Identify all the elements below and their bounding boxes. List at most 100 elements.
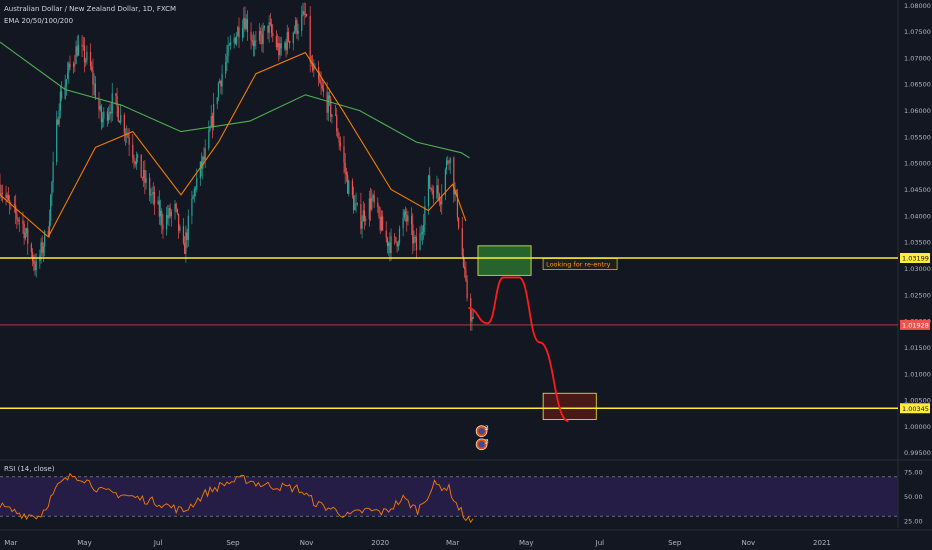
candle <box>379 216 381 231</box>
candle <box>24 232 26 239</box>
candle <box>65 79 67 86</box>
candle <box>220 80 222 87</box>
time-tick-label: Jul <box>595 539 605 547</box>
candle <box>35 260 37 271</box>
candle <box>406 214 408 222</box>
candle <box>382 216 384 231</box>
candle <box>407 215 409 222</box>
candle <box>59 91 61 111</box>
time-tick-label: Nov <box>300 539 314 547</box>
candle <box>199 161 201 179</box>
candle <box>56 119 58 163</box>
candle <box>284 42 286 49</box>
candle <box>57 119 59 125</box>
candle <box>304 14 306 15</box>
candle <box>68 63 70 73</box>
candle <box>280 43 282 49</box>
price-tick-label: 1.07000 <box>904 54 931 62</box>
candle <box>322 88 325 93</box>
price-tick-label: 1.02500 <box>904 291 931 299</box>
candle <box>159 210 162 217</box>
candle <box>424 206 426 225</box>
candle <box>412 224 414 244</box>
candle <box>380 216 383 231</box>
candle <box>69 63 71 68</box>
candle <box>74 63 76 65</box>
time-tick-label: 2020 <box>371 539 389 547</box>
candle <box>389 242 391 254</box>
candle <box>132 144 134 158</box>
candle <box>328 95 331 99</box>
candle <box>360 204 362 229</box>
candle <box>136 154 139 159</box>
candle <box>167 215 169 219</box>
candle <box>34 264 36 271</box>
candle <box>372 195 374 198</box>
candle <box>174 203 176 212</box>
candle <box>16 213 18 220</box>
candle <box>124 133 127 135</box>
candle <box>135 158 137 165</box>
price-tick-label: 1.05000 <box>904 160 931 168</box>
candle <box>209 127 211 131</box>
indicator-label[interactable]: EMA 20/50/100/200 <box>4 17 74 25</box>
candle <box>466 280 468 299</box>
candle <box>319 79 321 83</box>
candle <box>320 82 322 86</box>
reentry-zone <box>477 245 532 276</box>
candle <box>404 211 407 215</box>
candle <box>427 175 430 207</box>
candle <box>361 221 363 229</box>
candle <box>465 269 467 281</box>
candle <box>176 208 179 214</box>
price-tick-label: 1.08000 <box>904 2 931 10</box>
candle <box>89 51 92 67</box>
candle <box>429 175 431 189</box>
candle <box>268 22 270 33</box>
candle <box>371 197 373 210</box>
candle <box>144 170 146 183</box>
candle <box>196 178 198 190</box>
candle <box>330 98 332 117</box>
candle <box>216 97 218 104</box>
candle <box>103 111 105 119</box>
reentry-annotation-label: Looking for re-entry <box>546 261 611 269</box>
candle <box>287 32 290 42</box>
candle <box>101 118 104 123</box>
candle <box>390 236 392 254</box>
price-tick-label: 1.01500 <box>904 344 931 352</box>
price-tick-label: 1.06000 <box>904 107 931 115</box>
candle <box>161 210 163 225</box>
candle <box>348 180 350 194</box>
candle <box>31 252 34 262</box>
candle <box>228 44 230 46</box>
candle <box>226 56 228 62</box>
candle <box>134 161 136 165</box>
candle <box>302 10 304 15</box>
candle <box>327 95 329 113</box>
candle <box>0 184 1 195</box>
candle <box>458 217 460 229</box>
rsi-label[interactable]: RSI (14, close) <box>4 465 55 473</box>
candle <box>217 82 220 98</box>
candle <box>127 133 129 138</box>
candle <box>238 27 240 38</box>
event-marker-core <box>478 441 485 448</box>
candle <box>234 37 236 44</box>
candle <box>251 40 253 42</box>
candle <box>143 170 145 179</box>
candle <box>178 213 180 231</box>
candle <box>464 266 466 270</box>
candle <box>120 115 122 123</box>
candle <box>152 191 154 194</box>
rsi-line <box>0 472 474 524</box>
candle <box>149 177 151 196</box>
candle <box>402 217 404 229</box>
candle <box>270 23 273 33</box>
candle <box>141 177 144 179</box>
candle <box>415 237 418 251</box>
candle <box>245 19 247 30</box>
candle <box>339 142 341 147</box>
price-tick-label: 1.07500 <box>904 28 931 36</box>
